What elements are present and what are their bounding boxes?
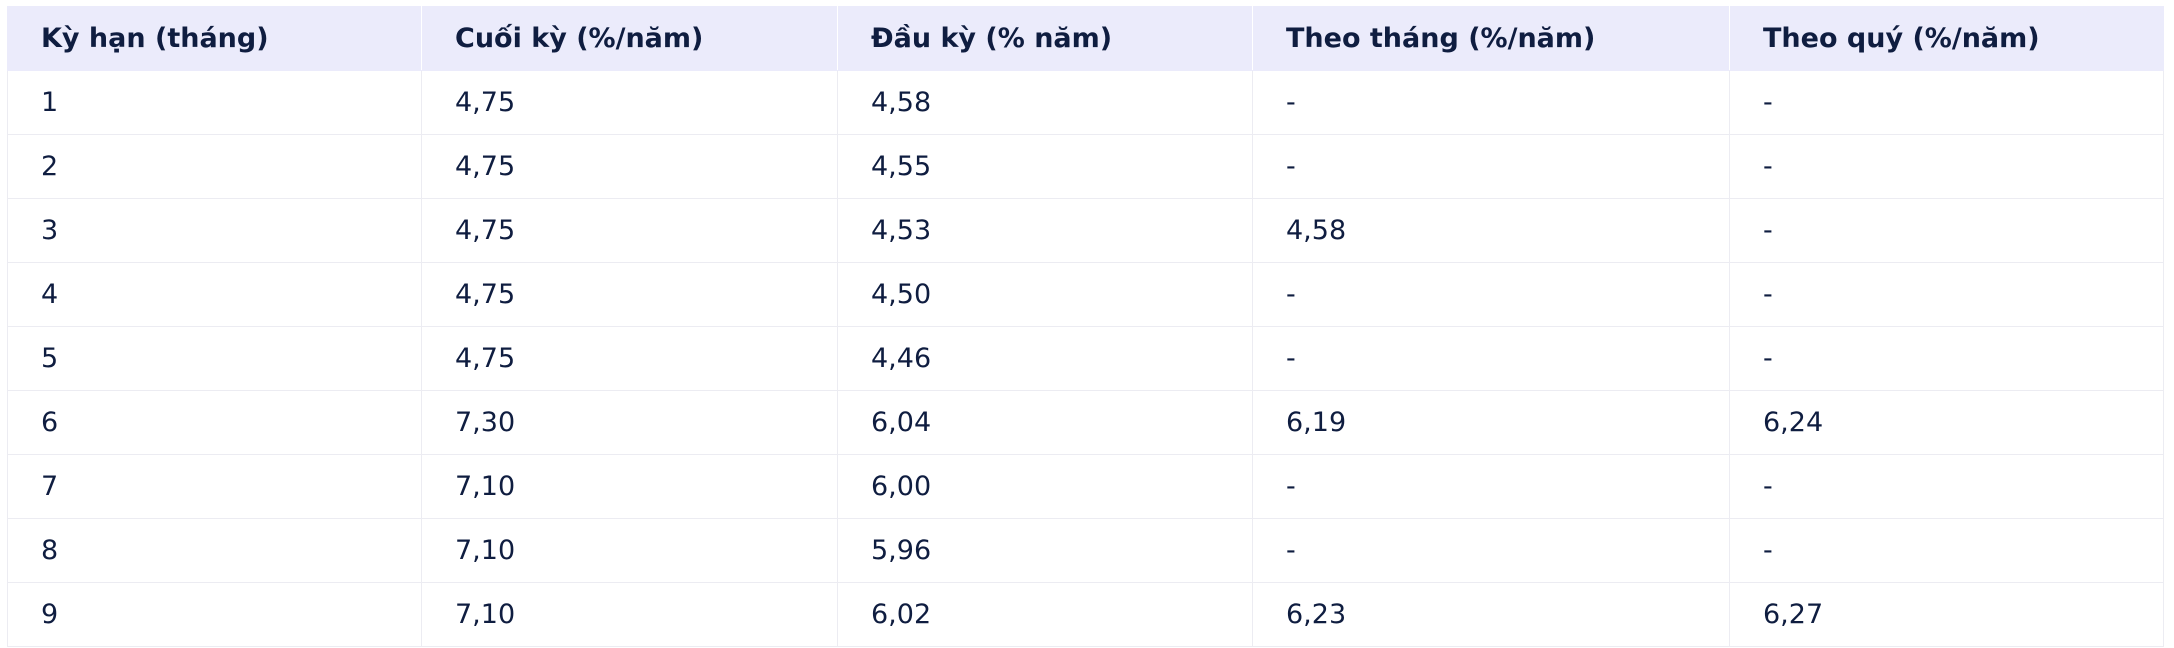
table-cell: 5,96 — [837, 518, 1253, 583]
table-cell: - — [1252, 262, 1730, 327]
header-cell: Cuối kỳ (%/năm) — [421, 6, 838, 71]
table-cell: - — [1252, 134, 1730, 199]
table-cell: - — [1729, 262, 2164, 327]
table-cell: 4,75 — [421, 134, 838, 199]
header-cell: Theo quý (%/năm) — [1729, 6, 2164, 71]
table-cell: - — [1729, 70, 2164, 135]
table-cell: - — [1252, 454, 1730, 519]
header-row: Kỳ hạn (tháng) Cuối kỳ (%/năm) Đầu kỳ (% n… — [7, 6, 2164, 71]
table-cell: 6,02 — [837, 582, 1253, 647]
table-cell: 4 — [7, 262, 422, 327]
table-row: 6 7,30 6,04 6,19 6,24 — [7, 390, 2164, 455]
table-cell: - — [1729, 518, 2164, 583]
table-row: 7 7,10 6,00- - — [7, 454, 2164, 519]
table-cell: 4,55 — [837, 134, 1253, 199]
table-cell: 5 — [7, 326, 422, 391]
table-cell: 4,75 — [421, 262, 838, 327]
table-cell: - — [1729, 326, 2164, 391]
table-cell: - — [1252, 326, 1730, 391]
table-cell: 6,00 — [837, 454, 1253, 519]
table-cell: 4,75 — [421, 198, 838, 263]
table-cell: - — [1252, 70, 1730, 135]
table-row: 1 4,75 4,58- - — [7, 70, 2164, 135]
table-cell: 6,23 — [1252, 582, 1730, 647]
table-cell: 4,75 — [421, 326, 838, 391]
table-cell: 6,24 — [1729, 390, 2164, 455]
table-cell: 4,53 — [837, 198, 1253, 263]
table-cell: 4,50 — [837, 262, 1253, 327]
table-cell: 4,58 — [1252, 198, 1730, 263]
table-cell: 7 — [7, 454, 422, 519]
table-cell: 7,10 — [421, 454, 838, 519]
table-cell: 6,19 — [1252, 390, 1730, 455]
table-cell: 7,10 — [421, 518, 838, 583]
table-cell: 6 — [7, 390, 422, 455]
table-row: 9 7,10 6,02 6,23 6,27 — [7, 582, 2164, 647]
rate-table-container: Kỳ hạn (tháng) Cuối kỳ (%/năm) Đầu kỳ (% n… — [7, 6, 2164, 647]
table-cell: 9 — [7, 582, 422, 647]
table-cell: 4,46 — [837, 326, 1253, 391]
table-cell: 6,27 — [1729, 582, 2164, 647]
table-row: 8 7,10 5,96- - — [7, 518, 2164, 583]
header-cell: Kỳ hạn (tháng) — [7, 6, 422, 71]
table-cell: - — [1729, 134, 2164, 199]
table-row: 3 4,75 4,53 4,58- — [7, 198, 2164, 263]
header-cell: Theo tháng (%/năm) — [1252, 6, 1730, 71]
table-row: 4 4,75 4,50- - — [7, 262, 2164, 327]
table-cell: 2 — [7, 134, 422, 199]
table-cell: - — [1252, 518, 1730, 583]
table-cell: 3 — [7, 198, 422, 263]
table-row: 5 4,75 4,46- - — [7, 326, 2164, 391]
table-cell: - — [1729, 198, 2164, 263]
table-cell: 4,75 — [421, 70, 838, 135]
table-cell: - — [1729, 454, 2164, 519]
table-cell: 7,10 — [421, 582, 838, 647]
header-cell: Đầu kỳ (% năm) — [837, 6, 1253, 71]
table-cell: 1 — [7, 70, 422, 135]
table-row: 2 4,75 4,55- - — [7, 134, 2164, 199]
table-body: 1 4,75 4,58- -2 4,75 4,55- -3 4,75 4,53 4,58-4 4,7… — [7, 70, 2164, 647]
rate-table: Kỳ hạn (tháng) Cuối kỳ (%/năm) Đầu kỳ (% n… — [7, 6, 2164, 647]
table-cell: 4,58 — [837, 70, 1253, 135]
table-cell: 7,30 — [421, 390, 838, 455]
table-cell: 6,04 — [837, 390, 1253, 455]
table-cell: 8 — [7, 518, 422, 583]
